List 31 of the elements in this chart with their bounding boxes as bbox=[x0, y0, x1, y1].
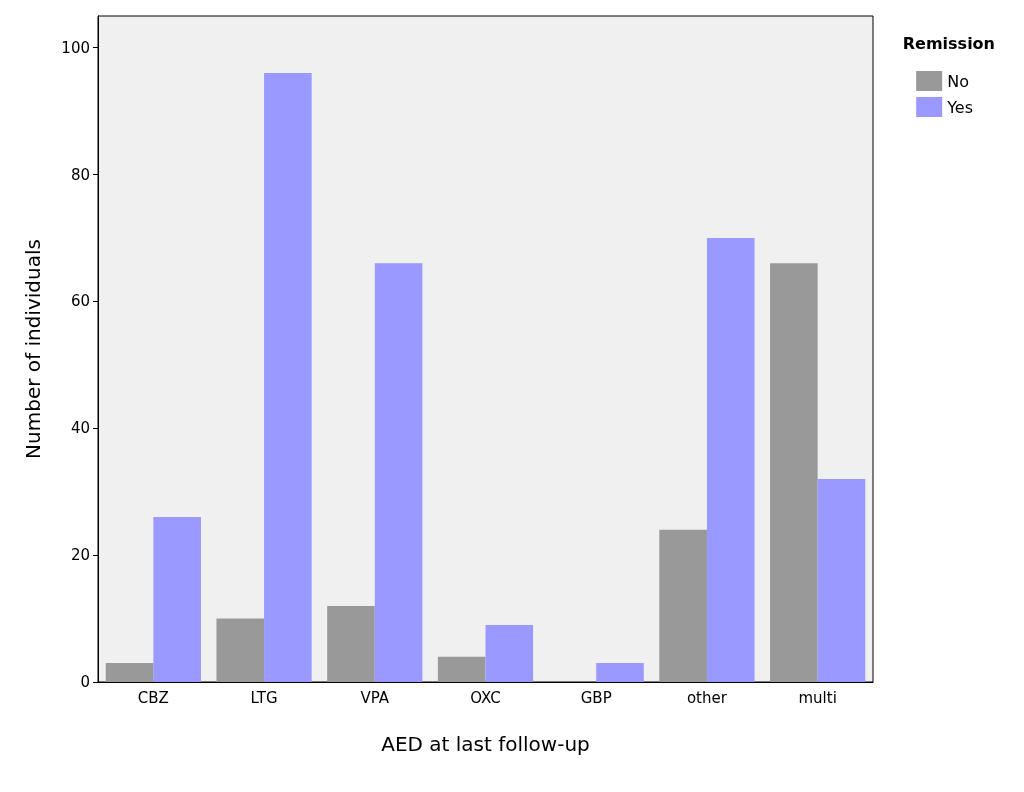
x-tick-label: multi bbox=[798, 688, 837, 707]
legend-title: Remission bbox=[902, 33, 996, 53]
y-tick-label: 20 bbox=[70, 546, 90, 565]
bar bbox=[216, 618, 265, 682]
bar bbox=[770, 263, 818, 682]
legend-label: Yes bbox=[946, 97, 973, 117]
bar bbox=[153, 517, 201, 682]
y-tick-label: 80 bbox=[70, 165, 90, 184]
bar bbox=[327, 605, 375, 682]
x-tick-label: VPA bbox=[360, 688, 390, 707]
bar bbox=[105, 662, 154, 682]
y-tick-label: 60 bbox=[70, 292, 90, 311]
bar bbox=[817, 479, 866, 682]
y-tick-label: 100 bbox=[61, 38, 90, 57]
x-tick-label: OXC bbox=[470, 688, 501, 707]
bar bbox=[264, 73, 312, 682]
y-axis-title: Number of individuals bbox=[21, 239, 45, 459]
x-axis-title: AED at last follow-up bbox=[381, 732, 590, 756]
x-tick-label: LTG bbox=[250, 688, 278, 707]
x-tick-label: other bbox=[686, 688, 728, 707]
y-tick-label: 40 bbox=[70, 419, 90, 438]
bar bbox=[437, 656, 486, 682]
legend-label: No bbox=[947, 71, 969, 91]
x-tick-label: CBZ bbox=[137, 688, 169, 707]
bar bbox=[374, 263, 423, 682]
y-tick-label: 0 bbox=[80, 673, 90, 691]
bar bbox=[485, 624, 534, 682]
bar bbox=[659, 529, 707, 682]
bar bbox=[596, 662, 644, 682]
x-tick-label: GBP bbox=[580, 688, 612, 707]
bar bbox=[706, 238, 755, 682]
